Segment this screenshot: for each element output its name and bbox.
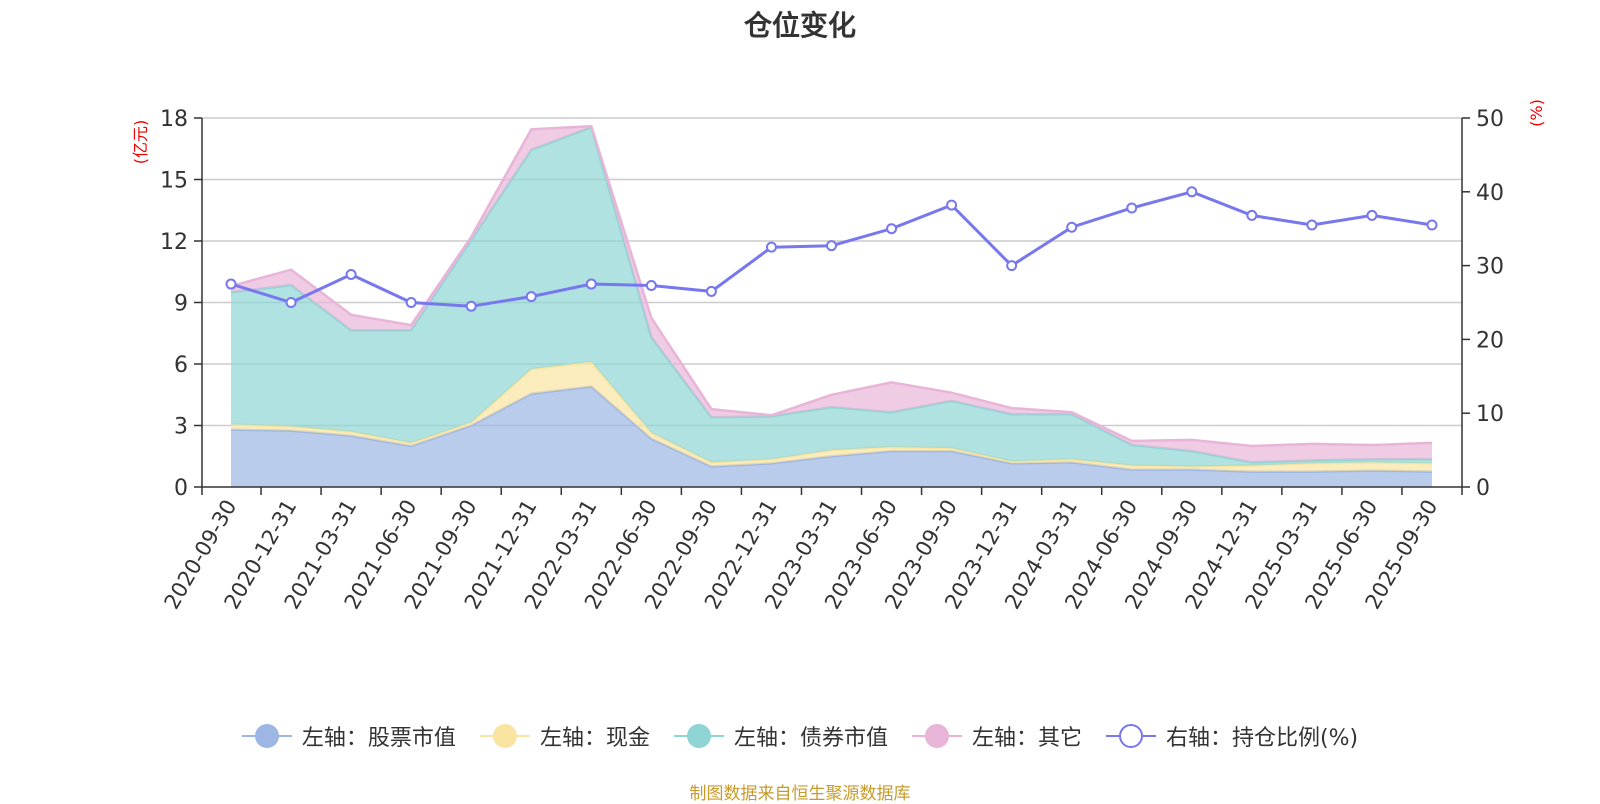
line-point-ratio: [585, 278, 597, 290]
legend-symbol-other: [911, 723, 962, 749]
right-axis-tick-label: 10: [1476, 402, 1504, 427]
legend-symbol-stock: [241, 723, 292, 749]
right-axis-unit: (%): [1527, 99, 1546, 127]
line-point-ratio: [886, 223, 898, 235]
legend-item-other[interactable]: 左轴：其它: [911, 720, 1082, 752]
line-point-ratio: [705, 285, 717, 297]
line-point-ratio: [765, 241, 777, 253]
line-point-ratio: [946, 199, 958, 211]
line-point-ratio: [1126, 202, 1138, 214]
right-axis-tick-label: 0: [1476, 476, 1490, 501]
area-bond: [231, 127, 1432, 467]
area-cash: [231, 361, 1432, 472]
line-point-ratio: [345, 268, 357, 280]
right-axis-tick-label: 30: [1476, 255, 1504, 280]
line-point-ratio: [1426, 219, 1438, 231]
line-point-ratio: [1366, 209, 1378, 221]
right-axis-tick-label: 50: [1476, 107, 1504, 132]
line-point-ratio: [225, 278, 237, 290]
line-point-ratio: [285, 297, 297, 308]
right-axis-tick-label: 20: [1476, 328, 1504, 353]
legend-item-cash[interactable]: 左轴：现金: [479, 720, 650, 752]
legend-symbol-ratio: [1105, 723, 1156, 749]
line-point-ratio: [1186, 186, 1198, 198]
legend-label-stock: 左轴：股票市值: [301, 726, 456, 751]
left-axis-unit: (亿元): [131, 120, 150, 165]
legend-item-ratio[interactable]: 右轴：持仓比例(%): [1105, 720, 1359, 752]
left-axis-tick-label: 6: [174, 353, 188, 378]
left-axis-tick-label: 3: [174, 415, 188, 440]
legend-label-bond: 左轴：债券市值: [733, 726, 888, 751]
legend-symbol-cash: [479, 723, 530, 749]
legend: 左轴：股票市值 左轴：现金 左轴：债券市值 左轴：其它 右轴：持仓比例(%): [0, 720, 1600, 752]
line-point-ratio: [465, 300, 477, 312]
line-point-ratio: [1066, 221, 1078, 233]
right-axis-tick-label: 40: [1476, 181, 1504, 206]
left-axis-tick-label: 15: [160, 169, 188, 194]
area-edge-other: [230, 124, 1433, 448]
left-axis-tick-label: 0: [174, 476, 188, 501]
line-point-ratio: [1006, 260, 1018, 272]
line-point-ratio: [405, 297, 417, 308]
legend-item-bond[interactable]: 左轴：债券市值: [673, 720, 888, 752]
left-axis-tick-label: 9: [174, 292, 188, 317]
left-axis-tick-label: 18: [160, 107, 188, 132]
area-stock: [231, 386, 1432, 487]
line-point-ratio: [1306, 219, 1318, 231]
legend-label-ratio: 右轴：持仓比例(%): [1165, 726, 1359, 751]
left-axis-tick-label: 12: [160, 230, 188, 255]
line-point-ratio: [525, 291, 537, 303]
line-point-ratio: [826, 240, 837, 252]
legend-label-other: 左轴：其它: [971, 726, 1082, 751]
chart-title: 仓位变化: [743, 9, 856, 42]
legend-item-stock[interactable]: 左轴：股票市值: [241, 720, 456, 752]
legend-label-cash: 左轴：现金: [539, 726, 650, 751]
line-point-ratio: [1246, 209, 1258, 221]
line-point-ratio: [645, 280, 657, 292]
legend-symbol-bond: [673, 723, 724, 749]
source-note: 制图数据来自恒生聚源数据库: [689, 784, 911, 804]
